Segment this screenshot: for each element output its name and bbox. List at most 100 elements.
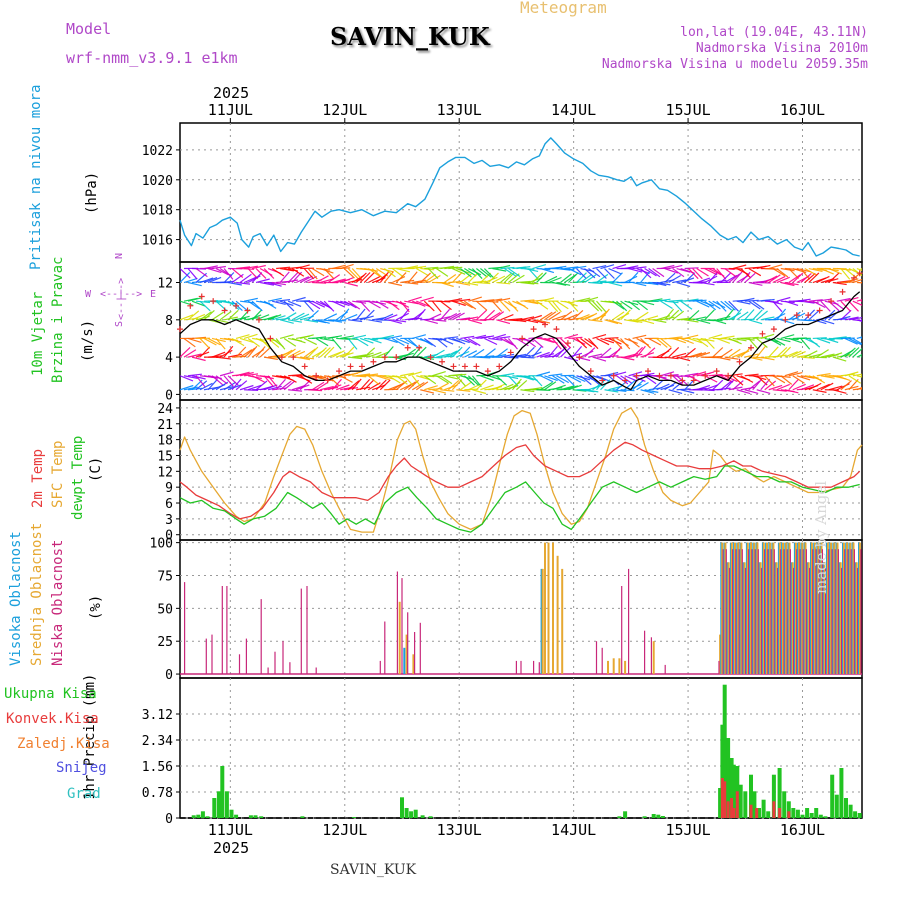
wind-arrow [640, 372, 655, 377]
cloud-mid-bar [785, 542, 788, 674]
wind-arrow [520, 356, 535, 359]
wind-arrow [335, 384, 350, 391]
wind-arrow [352, 334, 367, 340]
temp-axis-name2: SFC Temp [50, 440, 66, 508]
cloud-mid-bar [804, 542, 807, 674]
wind-arrow [604, 337, 619, 340]
wind-arrow [295, 264, 310, 270]
wind-arrow [580, 350, 594, 358]
gust-marker [587, 368, 594, 375]
wind-arrow [207, 378, 218, 391]
wind-arrow [632, 346, 644, 358]
precip-total-bar [196, 814, 201, 818]
wind-arrow [700, 371, 715, 377]
wind-arrow [728, 386, 743, 391]
wind-arrow [492, 275, 506, 284]
wind-arrow [444, 336, 459, 340]
wind-arrow [231, 378, 242, 391]
cloud-low-bar [401, 578, 403, 674]
wind-arrow [183, 337, 196, 348]
precip-conv-bar [735, 791, 739, 818]
wind-arrow [672, 279, 687, 284]
wind-arrow [760, 356, 775, 361]
wind-arrow [404, 317, 419, 321]
wind-arrow [459, 268, 472, 278]
wind-arrow [247, 275, 261, 284]
wind-arrow [315, 347, 327, 358]
wind-arrow [812, 300, 826, 309]
y-tick-label: 50 [157, 602, 173, 617]
wind-arrow [708, 271, 719, 283]
temp-axis-unit: (C) [88, 456, 104, 482]
wind-arrow [439, 375, 453, 385]
cloud-high-bar [403, 647, 406, 675]
y-tick-label: 0 [165, 812, 173, 827]
cloud-low-bar [306, 586, 308, 675]
wind-arrow [432, 349, 445, 358]
x-tick-label-top: 16JUL [780, 101, 825, 119]
wind-arrow [311, 268, 325, 277]
wind-arrow [856, 354, 862, 358]
wind-arrow [436, 375, 449, 384]
wind-arrow [387, 300, 400, 311]
precip-total-bar [839, 768, 844, 818]
x-tick-label-top: 13JUL [437, 101, 482, 119]
wind-arrow [740, 337, 755, 341]
wind-arrow [203, 386, 218, 391]
wind-arrow [235, 315, 250, 321]
wind-arrow [820, 375, 835, 379]
wind-arrow [768, 384, 783, 391]
wind-arrow [440, 281, 454, 288]
wind-arrow [692, 371, 707, 377]
wind-arrow [828, 267, 842, 275]
wind-arrow [243, 276, 258, 284]
wind-arrow [580, 273, 593, 283]
cloud-low-bar [595, 641, 598, 675]
wind-arrow [203, 375, 218, 379]
wind-arrow [476, 281, 491, 285]
precip-total-bar [420, 815, 425, 818]
cloud-low-bar [764, 549, 766, 675]
wind-arrow [600, 379, 611, 391]
wind-arrow [327, 274, 341, 284]
wind-arrow [552, 265, 567, 270]
wind-arrow [732, 264, 747, 270]
wind-arrow [768, 274, 781, 284]
wind-arrow [564, 333, 579, 340]
wind-arrow [404, 281, 419, 285]
precip-total-bar [205, 816, 210, 818]
cloud-mid-bar [734, 542, 736, 674]
wind-arrow [500, 273, 512, 283]
wind-arrow [700, 281, 715, 286]
wind-arrow [504, 375, 519, 380]
wind-arrow [784, 351, 798, 358]
wind-arrow [644, 315, 659, 321]
wind-arrow [439, 300, 452, 311]
wind-arrow [660, 347, 672, 358]
wind-arrow [668, 264, 683, 270]
wind-arrow [368, 319, 383, 323]
wind-arrow [772, 275, 786, 284]
wind-arrow [380, 334, 395, 340]
precip-total-bar [718, 788, 723, 818]
wind-arrow [848, 375, 862, 384]
wind-arrow [211, 375, 224, 386]
wind-arrow [411, 375, 422, 388]
wind-arrow [323, 346, 335, 358]
wind-arrow [632, 380, 644, 391]
wind-arrow [492, 311, 505, 321]
wind-arrow [628, 371, 643, 377]
cloud-mid-bar [624, 660, 627, 674]
wind-arrow [504, 356, 519, 359]
wind-arrow [352, 354, 367, 358]
wind-arrow [820, 353, 835, 358]
wind-arrow [383, 271, 394, 283]
wind-arrow [748, 268, 762, 277]
wind-arrow [452, 373, 467, 377]
wind-arrow [816, 337, 831, 344]
wind-arrow [199, 346, 211, 358]
wind-arrow [483, 309, 496, 321]
wind-arrow [792, 351, 806, 358]
cloud-low-bar [245, 638, 247, 675]
